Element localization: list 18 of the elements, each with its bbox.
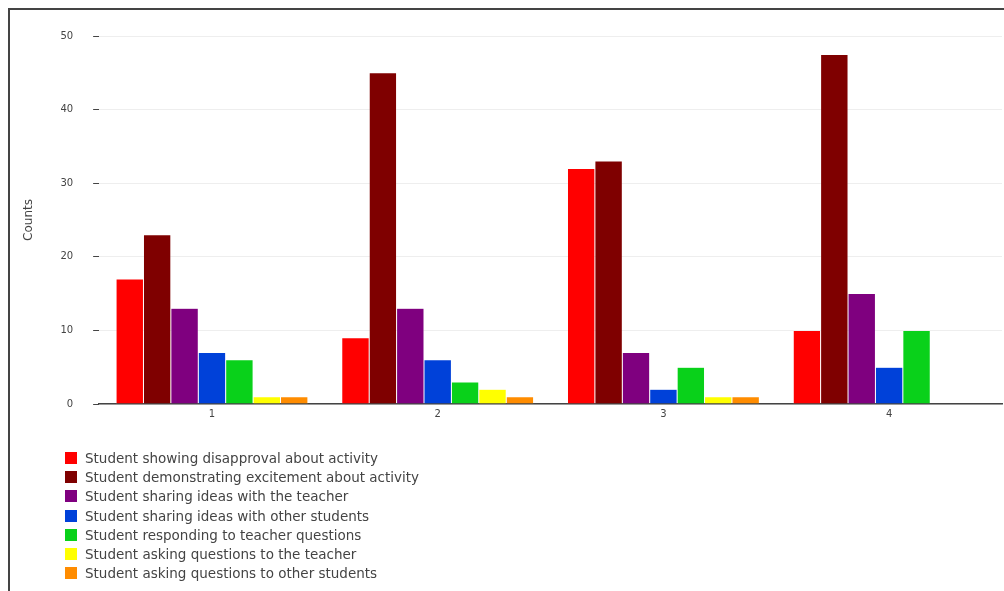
x-tick-label: 1 bbox=[208, 407, 216, 419]
y-tick-label: 0 bbox=[66, 397, 74, 409]
legend-label: Student asking questions to other students bbox=[85, 565, 378, 582]
y-axis-title: Counts bbox=[21, 199, 36, 241]
legend-label: Student sharing ideas with other students bbox=[85, 507, 370, 524]
legend-label: Student sharing ideas with the teacher bbox=[85, 488, 349, 505]
legend-label: Student demonstrating excitement about activity bbox=[85, 468, 420, 485]
x-tick-label: 3 bbox=[660, 407, 667, 419]
y-tick-label: 20 bbox=[60, 250, 74, 262]
y-tick-label: 10 bbox=[60, 323, 74, 335]
legend-label: Student responding to teacher questions bbox=[85, 526, 362, 543]
legend-label: Student showing disapproval about activity bbox=[85, 449, 379, 466]
legend-label: Student asking questions to the teacher bbox=[85, 546, 357, 563]
x-tick-label: 4 bbox=[885, 407, 893, 419]
y-tick-label: 40 bbox=[60, 103, 74, 115]
x-tick-label: 2 bbox=[434, 407, 441, 419]
y-tick-label: 50 bbox=[60, 29, 74, 41]
y-tick-label: 30 bbox=[60, 176, 74, 188]
